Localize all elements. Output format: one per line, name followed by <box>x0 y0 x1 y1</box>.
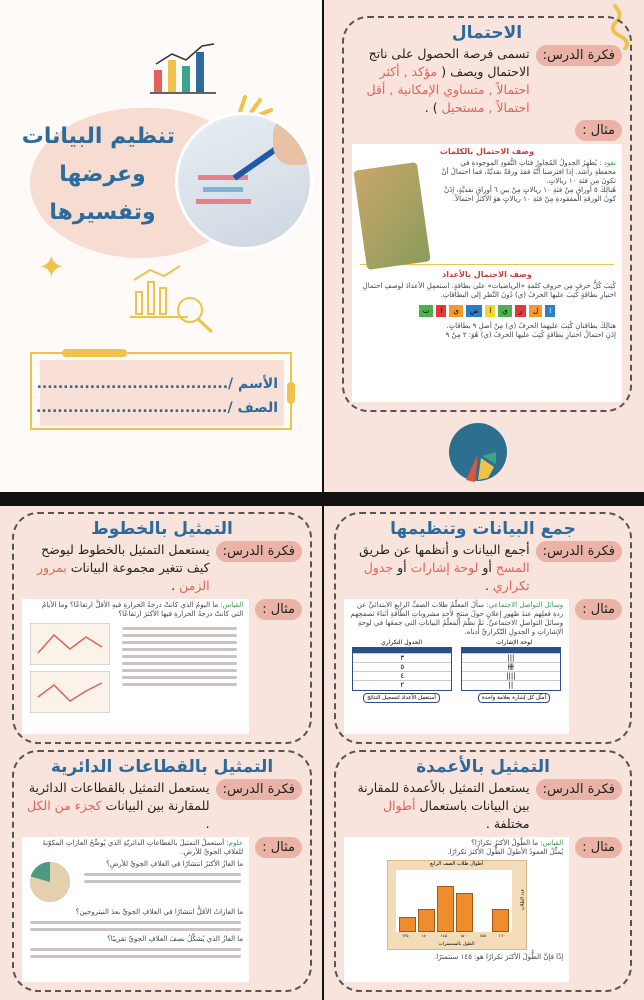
probability-page: الاحتمال فكرة الدرس: تسمى فرصة الحصول عل… <box>324 0 644 492</box>
cover-photo <box>175 112 313 250</box>
x-tick-label: ١٣٥ <box>402 933 409 938</box>
star-icon: ✦ <box>38 248 65 286</box>
x-tick-label: ١٦٠ <box>498 933 506 938</box>
idea-label: فكرة الدرس: <box>535 541 622 562</box>
analytics-magnifier-icon <box>130 265 214 334</box>
bar-chart-icon <box>150 43 216 94</box>
example-image: القياس: ما الطُّولُ الأكثرُ تكرارًا؟ يُمث… <box>344 837 570 982</box>
idea-label: فكرة الدرس: <box>215 541 302 562</box>
x-tick-label: ١٤٠ <box>421 933 428 938</box>
idea-text: يستعمل التمثيل بالقطاعات الدائرية للمقار… <box>27 780 210 831</box>
bar <box>398 916 416 932</box>
name-box: الأسم /.................................… <box>30 349 295 430</box>
bar <box>491 908 509 932</box>
example-image: القياس: ما اليومُ الذي كانتْ درجةُ الحرا… <box>22 599 250 734</box>
cover-page: تنظيم البيانات وعرضها وتفسيرها ✦ الأسم /..… <box>0 0 322 492</box>
idea-text: يستعمل التمثيل بالأعمدة للمقارنة بين الب… <box>357 780 530 831</box>
bar <box>455 893 473 932</box>
example-label: مثال : <box>575 599 622 620</box>
example-label: مثال : <box>575 120 622 141</box>
x-tick-label: ١٤٥ <box>440 933 448 938</box>
example-label: مثال : <box>575 837 622 858</box>
bar <box>417 908 435 932</box>
section-title: التمثيل بالقطاعات الدائرية <box>50 757 274 777</box>
idea-text: تسمى فرصة الحصول على ناتج الاحتمال ويصف … <box>366 46 530 115</box>
example-image: وصف الاحتمال بالكلمات نقود : يُظهِرُ الج… <box>352 144 622 402</box>
lines-card: التمثيل بالخطوط فكرة الدرس: يستعمل التمث… <box>12 512 312 744</box>
class-field[interactable]: الصف /..................................… <box>36 400 278 416</box>
idea-text: أجمع البيانات و أنظمها عن طريق المسح أو … <box>359 542 530 593</box>
section-title: التمثيل بالخطوط <box>91 519 233 539</box>
example-label: مثال : <box>255 599 302 620</box>
idea-label: فكرة الدرس: <box>215 779 302 800</box>
idea-text: يستعمل التمثيل بالخطوط ليوضح كيف تتغير م… <box>37 542 210 593</box>
pie-card: التمثيل بالقطاعات الدائرية فكرة الدرس: ي… <box>12 750 312 992</box>
tally-table: ||| 卌 |||| || <box>460 647 561 691</box>
example-image: علوم: أستعملُ التمثيلَ بالقطاعاتِ الدائر… <box>22 837 250 982</box>
name-field[interactable]: الأسم /.................................… <box>36 376 278 392</box>
bars-card: التمثيل بالأعمدة فكرة الدرس: يستعمل التم… <box>334 750 632 992</box>
atmosphere-pie <box>29 861 71 903</box>
idea-label: فكرة الدرس: <box>535 779 622 800</box>
cover-title: تنظيم البيانات وعرضها وتفسيرها <box>21 124 175 225</box>
bar-chart: أطوال طلاب الصف الرابع عدد الطلاب ١٣٥ ١٤٠… <box>386 860 527 950</box>
collect-card: جمع البيانات وتنظيمها فكرة الدرس: أجمع ا… <box>334 512 632 744</box>
section-title: التمثيل بالأعمدة <box>416 757 550 777</box>
bar <box>436 885 454 932</box>
section-title: الاحتمال <box>451 23 523 43</box>
pie-chart-icon <box>449 423 507 482</box>
probability-card: الاحتمال فكرة الدرس: تسمى فرصة الحصول عل… <box>342 16 632 412</box>
section-title: جمع البيانات وتنظيمها <box>390 519 576 539</box>
example-image: وسائل التواصل الاجتماعي: سألَ المعلّمُ ط… <box>344 599 570 734</box>
line-graph <box>30 623 110 665</box>
x-tick-label: ١٥٥ <box>479 933 486 938</box>
x-tick-label: ١٥٠ <box>460 933 467 938</box>
idea-label: فكرة الدرس: <box>535 45 622 66</box>
line-graph <box>30 671 110 713</box>
example-label: مثال : <box>255 837 302 858</box>
